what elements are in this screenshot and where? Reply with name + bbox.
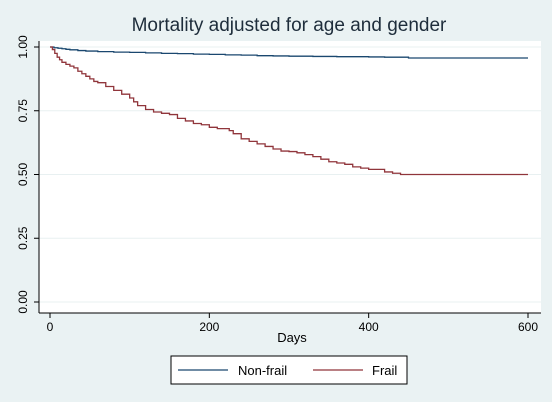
axis-ticks: 0.00 0.25 0.50 0.75 1.00 0 200 400 600 [16,35,538,334]
x-tick-label: 400 [359,320,379,334]
x-axis-title: Days [277,330,307,345]
series-line-frail [50,46,528,176]
legend-items: Non-frail Frail [178,363,397,378]
y-tick-label: 0.75 [16,99,30,123]
x-tick-label: 0 [47,320,54,334]
legend-label: Frail [372,363,397,378]
x-tick-label: 600 [518,320,538,334]
y-tick-label: 0.25 [16,226,30,250]
y-tick-label: 0.00 [16,290,30,314]
y-tick-label: 0.50 [16,162,30,186]
x-tick-label: 200 [199,320,219,334]
series-line-non-frail [50,46,528,59]
y-tick-label: 1.00 [16,35,30,59]
plot-area [39,41,541,313]
chart-title: Mortality adjusted for age and gender [132,15,447,36]
legend-label: Non-frail [238,363,287,378]
series-lines [50,46,528,176]
legend [170,355,408,385]
